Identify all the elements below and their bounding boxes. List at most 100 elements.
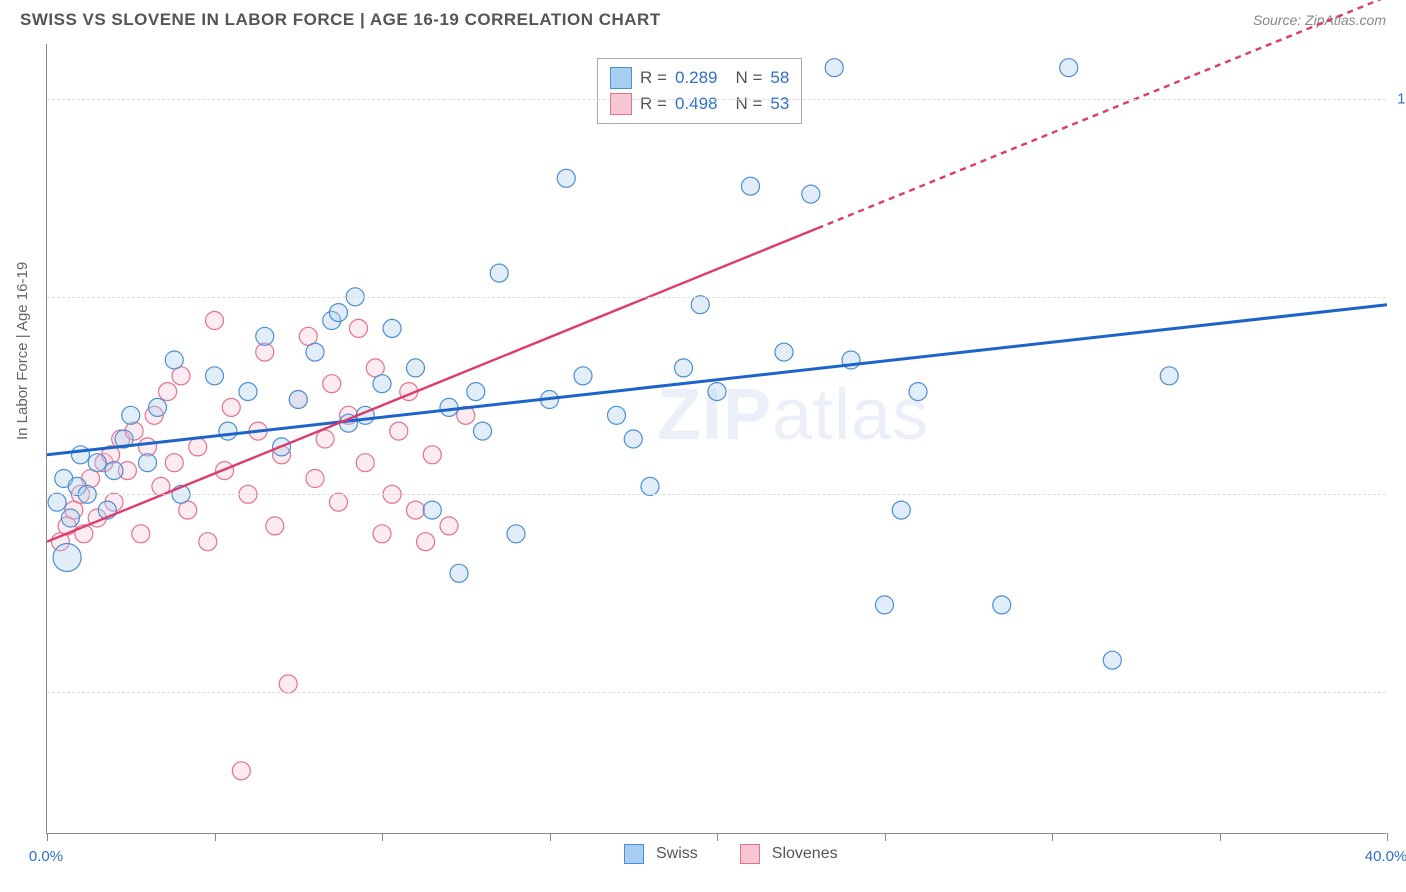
data-point	[691, 296, 709, 314]
data-point	[474, 422, 492, 440]
data-point	[641, 477, 659, 495]
legend-n-value-swiss: 58	[770, 68, 789, 88]
data-point	[608, 406, 626, 424]
gridline	[47, 494, 1386, 495]
data-point	[165, 351, 183, 369]
x-tick	[885, 833, 886, 841]
legend-row-slovenes: R = 0.498 N = 53	[610, 91, 789, 117]
data-point	[72, 446, 90, 464]
data-point	[222, 398, 240, 416]
legend-r-value-swiss: 0.289	[675, 68, 718, 88]
x-tick	[717, 833, 718, 841]
gridline	[47, 692, 1386, 693]
data-point	[993, 596, 1011, 614]
data-point	[624, 430, 642, 448]
swatch-slovenes-icon	[610, 93, 632, 115]
data-point	[574, 367, 592, 385]
data-point	[316, 430, 334, 448]
data-point	[105, 462, 123, 480]
chart-title: SWISS VS SLOVENE IN LABOR FORCE | AGE 16…	[20, 10, 661, 30]
y-tick-label: 75.0%	[1393, 288, 1406, 305]
data-point	[206, 312, 224, 330]
data-point	[189, 438, 207, 456]
data-point	[165, 454, 183, 472]
data-point	[266, 517, 284, 535]
data-point	[876, 596, 894, 614]
legend-r-label: R =	[640, 68, 667, 88]
legend-n-value-slovenes: 53	[770, 94, 789, 114]
legend-label-swiss: Swiss	[656, 845, 698, 863]
y-tick-label: 50.0%	[1393, 486, 1406, 503]
data-point	[159, 383, 177, 401]
data-point	[53, 544, 81, 572]
regression-line	[47, 305, 1387, 455]
source-label: Source: ZipAtlas.com	[1253, 12, 1386, 28]
data-point	[306, 470, 324, 488]
swatch-swiss-icon	[624, 844, 644, 864]
data-point	[507, 525, 525, 543]
data-point	[440, 517, 458, 535]
data-point	[467, 383, 485, 401]
data-point	[407, 501, 425, 519]
data-point	[440, 398, 458, 416]
x-tick	[1220, 833, 1221, 841]
data-point	[306, 343, 324, 361]
data-point	[149, 398, 167, 416]
data-point	[279, 675, 297, 693]
data-point	[675, 359, 693, 377]
data-point	[417, 533, 435, 551]
data-point	[742, 177, 760, 195]
legend-label-slovenes: Slovenes	[772, 845, 838, 863]
legend-n-label: N =	[735, 94, 762, 114]
data-point	[1103, 651, 1121, 669]
data-point	[775, 343, 793, 361]
legend-r-label: R =	[640, 94, 667, 114]
data-point	[88, 454, 106, 472]
data-point	[256, 327, 274, 345]
data-point	[892, 501, 910, 519]
legend-n-label: N =	[735, 68, 762, 88]
x-tick	[215, 833, 216, 841]
data-point	[373, 525, 391, 543]
data-point	[557, 169, 575, 187]
data-point	[329, 493, 347, 511]
data-point	[490, 264, 508, 282]
swatch-swiss-icon	[610, 67, 632, 89]
data-point	[48, 493, 66, 511]
data-point	[423, 446, 441, 464]
scatter-svg	[47, 44, 1387, 834]
data-point	[1060, 59, 1078, 77]
data-point	[383, 319, 401, 337]
data-point	[61, 509, 79, 527]
y-tick-label: 25.0%	[1393, 683, 1406, 700]
data-point	[356, 454, 374, 472]
gridline	[47, 297, 1386, 298]
data-point	[139, 454, 157, 472]
data-point	[909, 383, 927, 401]
x-tick	[47, 833, 48, 841]
chart-frame: ZIPatlas R = 0.289 N = 58 R = 0.498 N = …	[46, 44, 1386, 834]
data-point	[199, 533, 217, 551]
data-point	[323, 375, 341, 393]
data-point	[407, 359, 425, 377]
data-point	[825, 59, 843, 77]
legend-row-swiss: R = 0.289 N = 58	[610, 65, 789, 91]
x-tick	[382, 833, 383, 841]
y-axis-label: In Labor Force | Age 16-19	[14, 262, 31, 440]
data-point	[239, 383, 257, 401]
y-tick-label: 100.0%	[1393, 91, 1406, 108]
data-point	[219, 422, 237, 440]
data-point	[350, 319, 368, 337]
plot-area: ZIPatlas R = 0.289 N = 58 R = 0.498 N = …	[47, 44, 1386, 833]
data-point	[390, 422, 408, 440]
series-legend: Swiss Slovenes	[624, 844, 838, 864]
x-tick	[550, 833, 551, 841]
x-tick-label: 40.0%	[1365, 848, 1406, 865]
legend-r-value-slovenes: 0.498	[675, 94, 718, 114]
data-point	[206, 367, 224, 385]
correlation-legend: R = 0.289 N = 58 R = 0.498 N = 53	[597, 58, 802, 124]
data-point	[423, 501, 441, 519]
data-point	[132, 525, 150, 543]
data-point	[232, 762, 250, 780]
data-point	[450, 564, 468, 582]
